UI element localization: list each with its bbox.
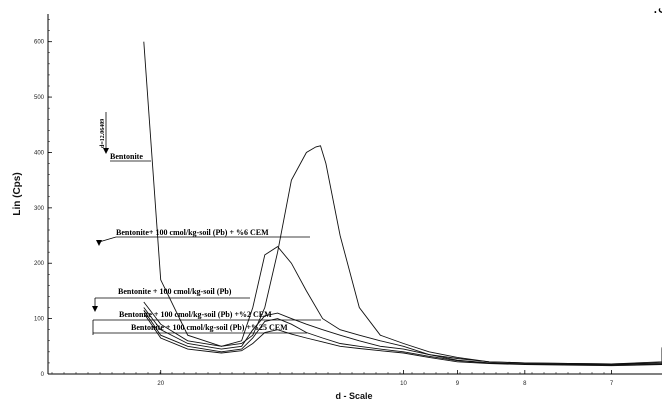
y-tick-label-6: 0 <box>41 372 45 378</box>
x-tick-label-4: 7 <box>610 381 614 387</box>
annotation-25cem: Bentonite + 100 cmol/kg-soil (Pb) +%25 C… <box>131 323 288 332</box>
y-tick-label-5: 100 <box>34 317 45 323</box>
annotation-pb-arrow <box>92 306 98 312</box>
annotation-pb: Bentonite + 100 cmol/kg-soil (Pb) <box>118 287 232 296</box>
y-tick-label-0: 600 <box>34 40 45 46</box>
y-tick-label-4: 200 <box>34 261 45 267</box>
series-line-0 <box>143 41 662 365</box>
y-tick-label-2: 400 <box>34 150 45 156</box>
peak-marker: d=12.06409 <box>100 112 109 154</box>
y-ticks: 600 500 400 300 200 100 0 <box>34 40 52 378</box>
series-line-2 <box>143 307 662 366</box>
x-ticks: 201098765432 <box>51 370 614 387</box>
peak-arrow <box>103 148 109 154</box>
annotation-6cem-arrow <box>96 240 102 246</box>
y-axis-label: Lin (Cps) <box>12 172 23 215</box>
x-axis-label: d - Scale <box>335 391 372 401</box>
annotation-6cem-leader <box>98 236 117 243</box>
x-tick-label-3: 8 <box>523 381 527 387</box>
y-tick-label-1: 500 <box>34 95 45 101</box>
series-group <box>143 41 662 367</box>
series-line-1 <box>143 246 662 365</box>
x-tick-label-2: 9 <box>456 381 460 387</box>
y-tick-label-3: 300 <box>34 206 45 212</box>
caption: ش شدت ها در این نمونه، بیش از نمونه های … <box>653 0 662 17</box>
x-tick-label-1: 10 <box>400 381 407 387</box>
annotation-2cem: Bentonite + 100 cmol/kg-soil (Pb) +%2 CE… <box>119 310 272 319</box>
peak-label: d=12.06409 <box>100 119 106 148</box>
series-line-4 <box>143 312 662 367</box>
annotation-6cem: Bentonite+ 100 cmol/kg-soil (Pb) + %6 CE… <box>116 228 269 237</box>
annotation-bentonite: Bentonite <box>110 152 143 161</box>
series-line-3 <box>143 310 662 366</box>
x-tick-label-0: 20 <box>157 381 164 387</box>
